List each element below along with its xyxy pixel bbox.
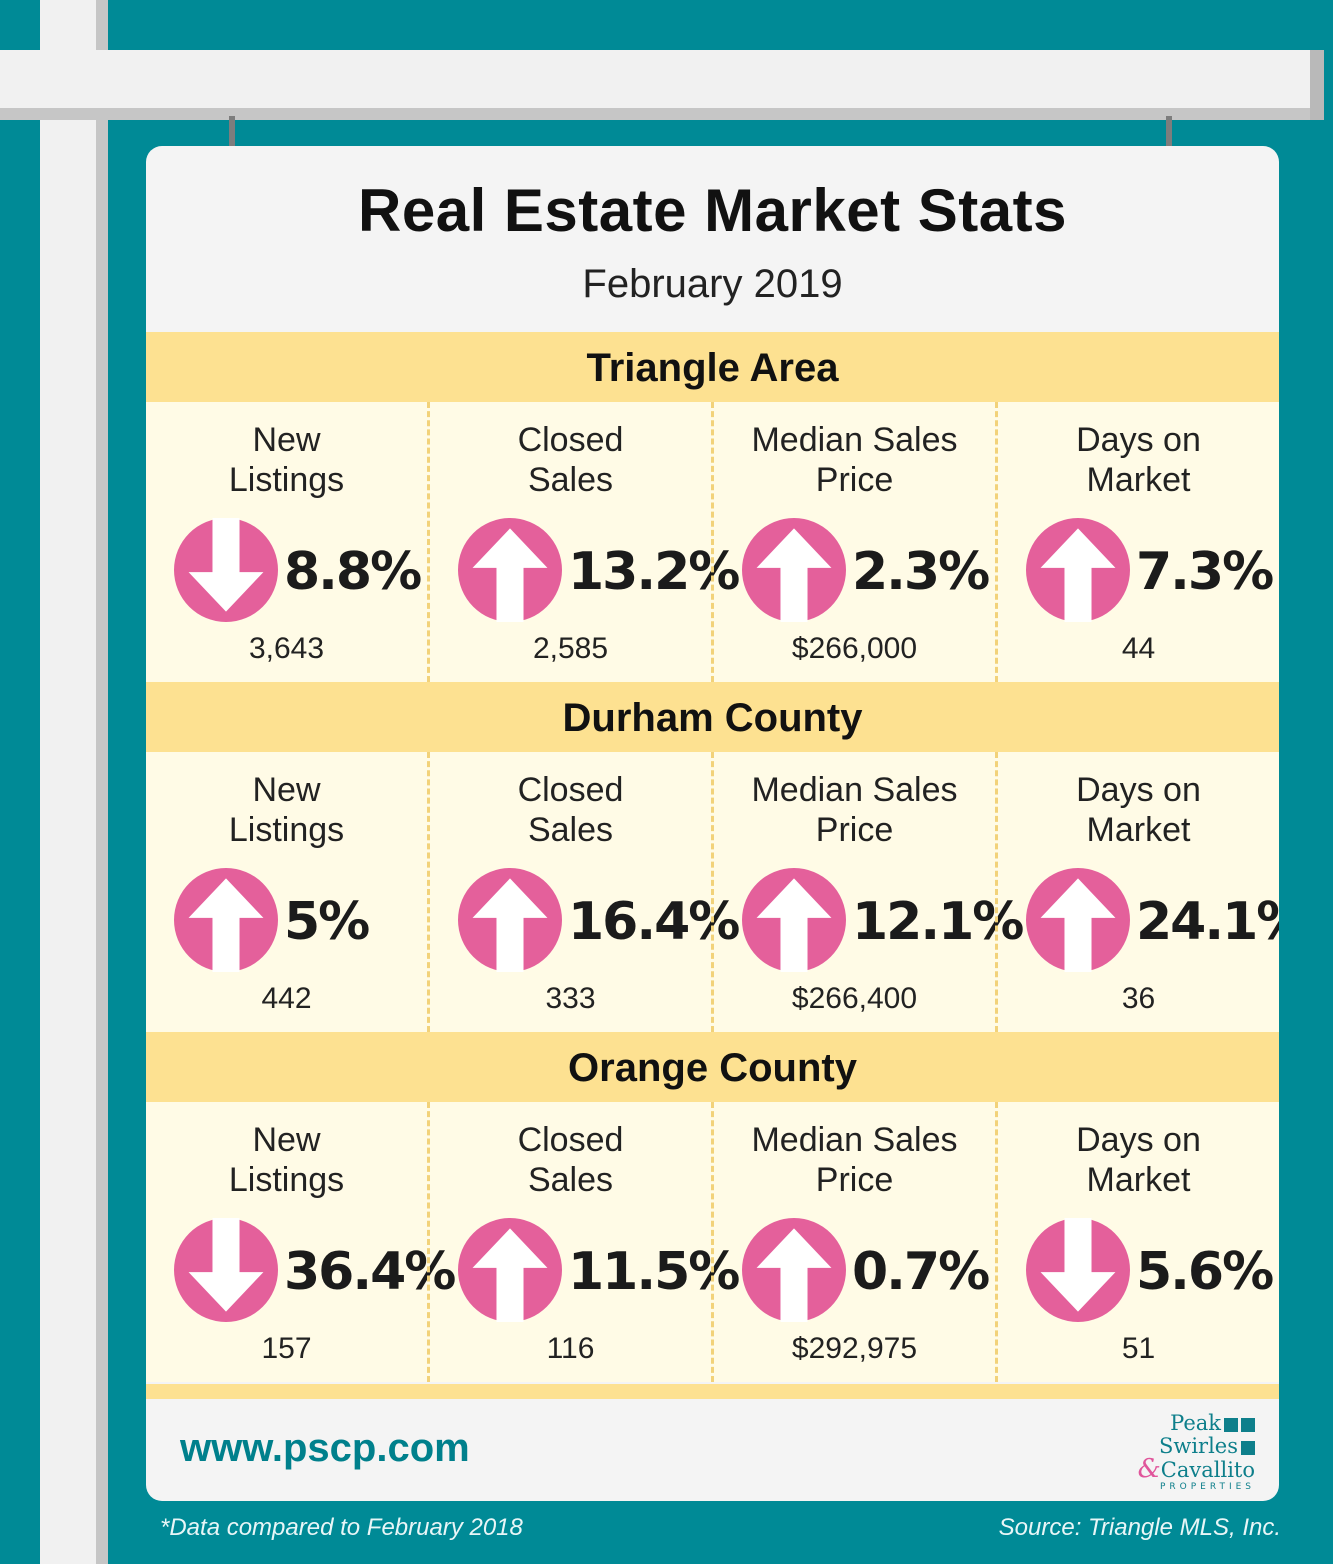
stat-value: $266,400 xyxy=(791,982,918,1015)
stat-percent-change: 5% xyxy=(284,892,370,952)
stat-cell: Days on Market 5.6% 51 xyxy=(995,1102,1279,1382)
arrow-up-icon xyxy=(742,518,846,622)
arrow-up-icon xyxy=(742,868,846,972)
stat-label: New Listings xyxy=(228,1121,345,1199)
stat-percent-change: 24.1% xyxy=(1136,892,1279,952)
region-orange-county: Orange County New Listings 36.4% 157 Closed … xyxy=(146,1032,1279,1382)
stat-cell: New Listings 8.8% 3,643 xyxy=(146,402,427,682)
region-title: Triangle Area xyxy=(146,332,1279,402)
arrow-down-icon xyxy=(1026,1218,1130,1322)
stat-percent-change: 8.8% xyxy=(284,542,422,602)
stat-value: $266,000 xyxy=(791,632,918,665)
arrow-down-icon xyxy=(174,518,278,622)
arrow-down-icon xyxy=(174,1218,278,1322)
source-note: Source: Triangle MLS, Inc. xyxy=(998,1514,1281,1541)
region-stats: New Listings 5% 442 Closed Sales 16.4% 333 Med… xyxy=(146,752,1279,1032)
stat-label: New Listings xyxy=(228,421,345,499)
stat-percent-change: 7.3% xyxy=(1136,542,1274,602)
region-stats: New Listings 8.8% 3,643 Closed Sales 13.2% 2,… xyxy=(146,402,1279,682)
region-stats: New Listings 36.4% 157 Closed Sales 11.5% 116… xyxy=(146,1102,1279,1382)
arrow-up-icon xyxy=(1026,518,1130,622)
stat-label: Days on Market xyxy=(1076,1121,1201,1199)
sign-post-arm xyxy=(0,50,1310,108)
website-link[interactable]: www.pscp.com xyxy=(180,1426,470,1470)
page-subtitle: February 2019 xyxy=(582,262,843,306)
page-title: Real Estate Market Stats xyxy=(358,177,1067,244)
stat-percent-change: 0.7% xyxy=(852,1242,990,1302)
stat-label: Days on Market xyxy=(1076,421,1201,499)
stat-cell: Closed Sales 11.5% 116 xyxy=(427,1102,740,1382)
stat-value: 3,643 xyxy=(248,632,325,665)
stat-label: Closed Sales xyxy=(517,771,624,849)
arrow-up-icon xyxy=(742,1218,846,1322)
stat-label: Median Sales Price xyxy=(751,1121,958,1199)
company-logo: Peak Swirles &Cavallito PROPERTIES xyxy=(1115,1412,1255,1496)
bottom-band xyxy=(146,1384,1279,1399)
sign-post-arm-shadow xyxy=(0,108,1310,120)
stat-value: $292,975 xyxy=(791,1332,918,1365)
arrow-up-icon xyxy=(1026,868,1130,972)
arrow-up-icon xyxy=(458,518,562,622)
stat-value: 442 xyxy=(261,982,312,1015)
sign-post-vertical xyxy=(40,0,96,1564)
stat-label: Closed Sales xyxy=(517,421,624,499)
stat-cell: Days on Market 7.3% 44 xyxy=(995,402,1279,682)
stat-cell: Median Sales Price 2.3% $266,000 xyxy=(711,402,995,682)
stat-cell: Median Sales Price 0.7% $292,975 xyxy=(711,1102,995,1382)
stats-sign: Real Estate Market Stats February 2019 T… xyxy=(146,146,1279,1501)
stat-value: 116 xyxy=(546,1332,595,1365)
logo-line-2: Swirles xyxy=(1158,1434,1238,1458)
stat-value: 44 xyxy=(1121,632,1156,665)
stat-cell: New Listings 36.4% 157 xyxy=(146,1102,456,1382)
region-triangle-area: Triangle Area New Listings 8.8% 3,643 Closed… xyxy=(146,332,1279,682)
region-title: Durham County xyxy=(146,682,1279,752)
sign-post-shadow xyxy=(96,0,108,1564)
stat-value: 157 xyxy=(261,1332,312,1365)
arrow-up-icon xyxy=(174,868,278,972)
stat-cell: Closed Sales 16.4% 333 xyxy=(427,752,740,1032)
stat-cell: Median Sales Price 12.1% $266,400 xyxy=(711,752,1024,1032)
logo-line-1: Peak xyxy=(1170,1411,1221,1435)
stat-label: Closed Sales xyxy=(517,1121,624,1199)
logo-ampersand: & xyxy=(1137,1454,1161,1484)
stat-percent-change: 2.3% xyxy=(852,542,990,602)
stat-value: 2,585 xyxy=(532,632,609,665)
region-durham-county: Durham County New Listings 5% 442 Closed Sal… xyxy=(146,682,1279,1032)
stat-label: Median Sales Price xyxy=(751,771,958,849)
stat-cell: Days on Market 24.1% 36 xyxy=(995,752,1279,1032)
stat-label: New Listings xyxy=(228,771,345,849)
arrow-up-icon xyxy=(458,1218,562,1322)
footnote: *Data compared to February 2018 xyxy=(160,1514,523,1541)
stat-label: Days on Market xyxy=(1076,771,1201,849)
arrow-up-icon xyxy=(458,868,562,972)
stat-value: 333 xyxy=(545,982,596,1015)
stat-cell: New Listings 5% 442 xyxy=(146,752,427,1032)
stat-value: 51 xyxy=(1121,1332,1156,1365)
stat-cell: Closed Sales 13.2% 2,585 xyxy=(427,402,740,682)
stat-label: Median Sales Price xyxy=(751,421,958,499)
region-title: Orange County xyxy=(146,1032,1279,1102)
stat-value: 36 xyxy=(1121,982,1156,1015)
sign-post-arm-end xyxy=(1310,50,1324,120)
stat-percent-change: 5.6% xyxy=(1136,1242,1274,1302)
logo-line-4: PROPERTIES xyxy=(1159,1482,1255,1492)
logo-line-3: Cavallito xyxy=(1160,1458,1255,1482)
